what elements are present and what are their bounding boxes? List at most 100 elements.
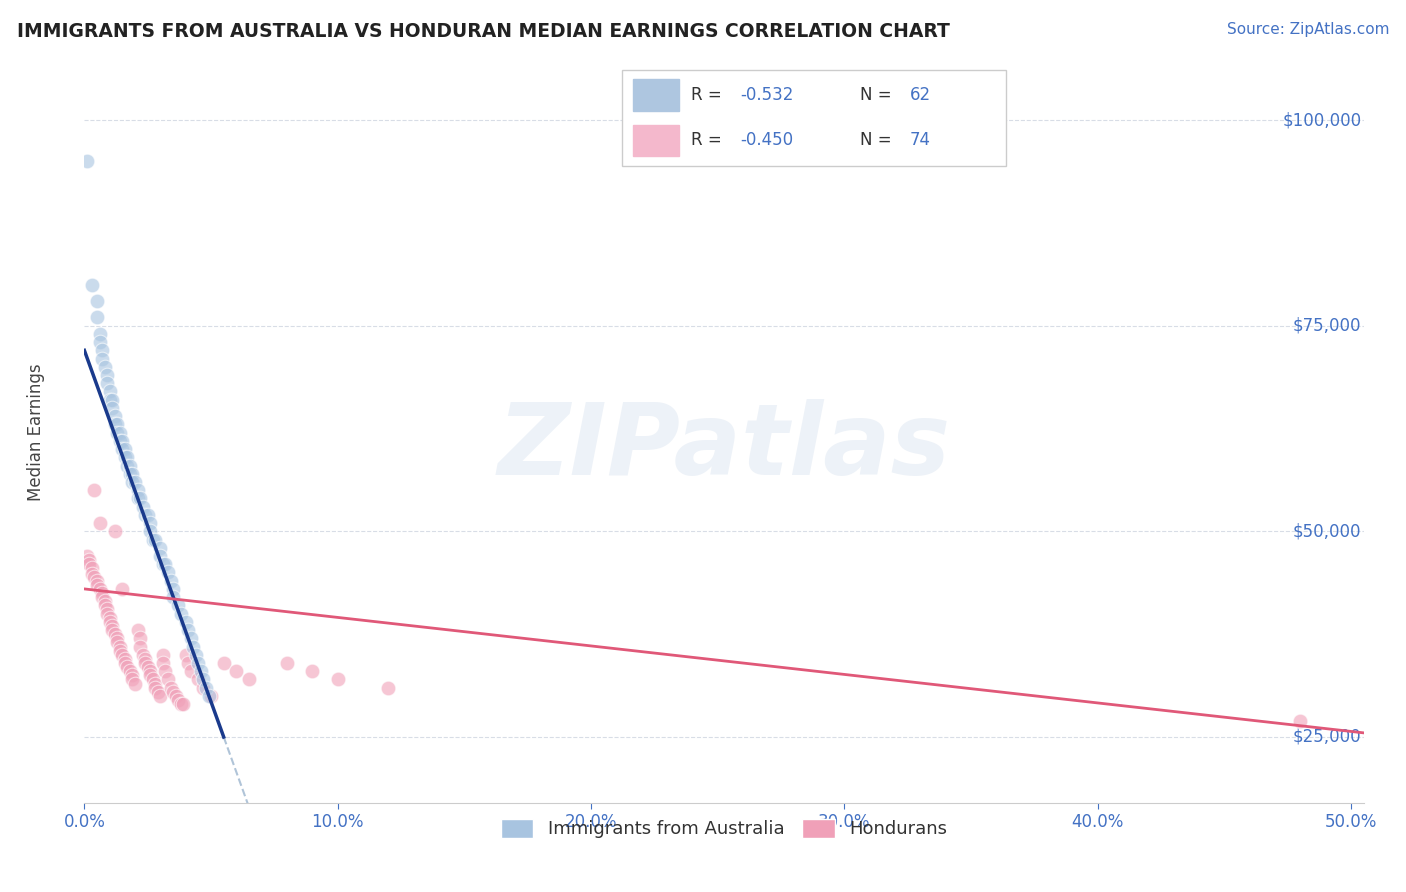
Point (89, 335, 111, 350)
Point (118, 664, 141, 678)
Text: $25,000: $25,000 (1292, 728, 1361, 746)
Point (212, 656, 235, 670)
Point (1289, 714, 1312, 728)
Point (139, 524, 162, 539)
Point (96, 607, 118, 621)
Point (86, 574, 108, 588)
Point (172, 697, 194, 711)
Point (118, 458, 141, 473)
Point (105, 425, 128, 440)
Point (152, 648, 174, 662)
Point (165, 689, 187, 703)
Point (101, 619, 124, 633)
Text: Median Earnings: Median Earnings (27, 364, 45, 501)
Point (139, 664, 162, 678)
Point (155, 558, 177, 572)
Point (111, 434, 134, 448)
Point (104, 409, 127, 424)
Point (105, 635, 128, 649)
Point (127, 623, 149, 637)
Point (225, 664, 247, 678)
Point (80, 561, 103, 575)
Point (142, 673, 165, 687)
Text: ZIPatlas: ZIPatlas (498, 399, 950, 496)
Point (197, 689, 219, 703)
Point (108, 434, 131, 448)
Point (193, 681, 215, 695)
Point (105, 417, 128, 432)
Point (76, 549, 98, 563)
Point (117, 660, 139, 674)
Point (89, 326, 111, 341)
Point (104, 524, 127, 539)
Point (174, 648, 197, 662)
Point (118, 467, 141, 481)
Point (156, 566, 179, 580)
Point (143, 533, 166, 547)
Point (159, 681, 181, 695)
Text: $75,000: $75,000 (1292, 317, 1361, 334)
Point (79, 558, 101, 572)
Point (194, 681, 217, 695)
Point (238, 673, 260, 687)
Point (134, 656, 156, 670)
Point (156, 673, 179, 687)
Point (142, 533, 165, 547)
Point (111, 582, 134, 596)
Point (76, 154, 98, 169)
Point (180, 664, 202, 678)
Point (114, 450, 136, 465)
Point (131, 648, 153, 662)
Point (124, 676, 146, 690)
Point (86, 310, 108, 325)
Point (180, 632, 202, 646)
Point (139, 668, 162, 682)
Point (193, 673, 215, 687)
Point (91, 590, 114, 604)
Point (101, 392, 124, 407)
Point (93, 599, 115, 613)
Point (129, 640, 152, 654)
Point (80, 567, 103, 582)
Point (121, 673, 143, 687)
Point (86, 293, 108, 308)
Point (326, 673, 349, 687)
Point (98, 384, 121, 399)
Point (146, 685, 169, 699)
Text: $100,000: $100,000 (1282, 111, 1361, 129)
Point (121, 475, 143, 489)
Point (136, 508, 159, 522)
Point (91, 351, 114, 366)
Point (89, 516, 111, 530)
Point (108, 643, 131, 657)
Point (93, 359, 115, 374)
Text: Source: ZipAtlas.com: Source: ZipAtlas.com (1226, 22, 1389, 37)
Point (190, 664, 212, 678)
Point (93, 594, 115, 608)
Point (167, 599, 190, 613)
Point (108, 640, 131, 654)
Point (105, 632, 128, 646)
Point (162, 582, 184, 596)
Point (187, 656, 209, 670)
Point (377, 681, 399, 695)
Point (117, 458, 139, 473)
Point (162, 590, 184, 604)
Point (91, 343, 114, 358)
Point (301, 664, 323, 678)
Point (159, 574, 181, 588)
Point (200, 689, 222, 703)
Point (101, 401, 124, 415)
Point (111, 442, 134, 456)
Point (98, 615, 121, 629)
Point (181, 640, 204, 654)
Point (96, 376, 118, 391)
Point (131, 500, 153, 514)
Point (134, 652, 156, 666)
Point (152, 558, 174, 572)
Point (127, 483, 149, 498)
Point (149, 689, 172, 703)
Point (169, 607, 191, 621)
Point (104, 417, 127, 432)
Point (184, 648, 207, 662)
